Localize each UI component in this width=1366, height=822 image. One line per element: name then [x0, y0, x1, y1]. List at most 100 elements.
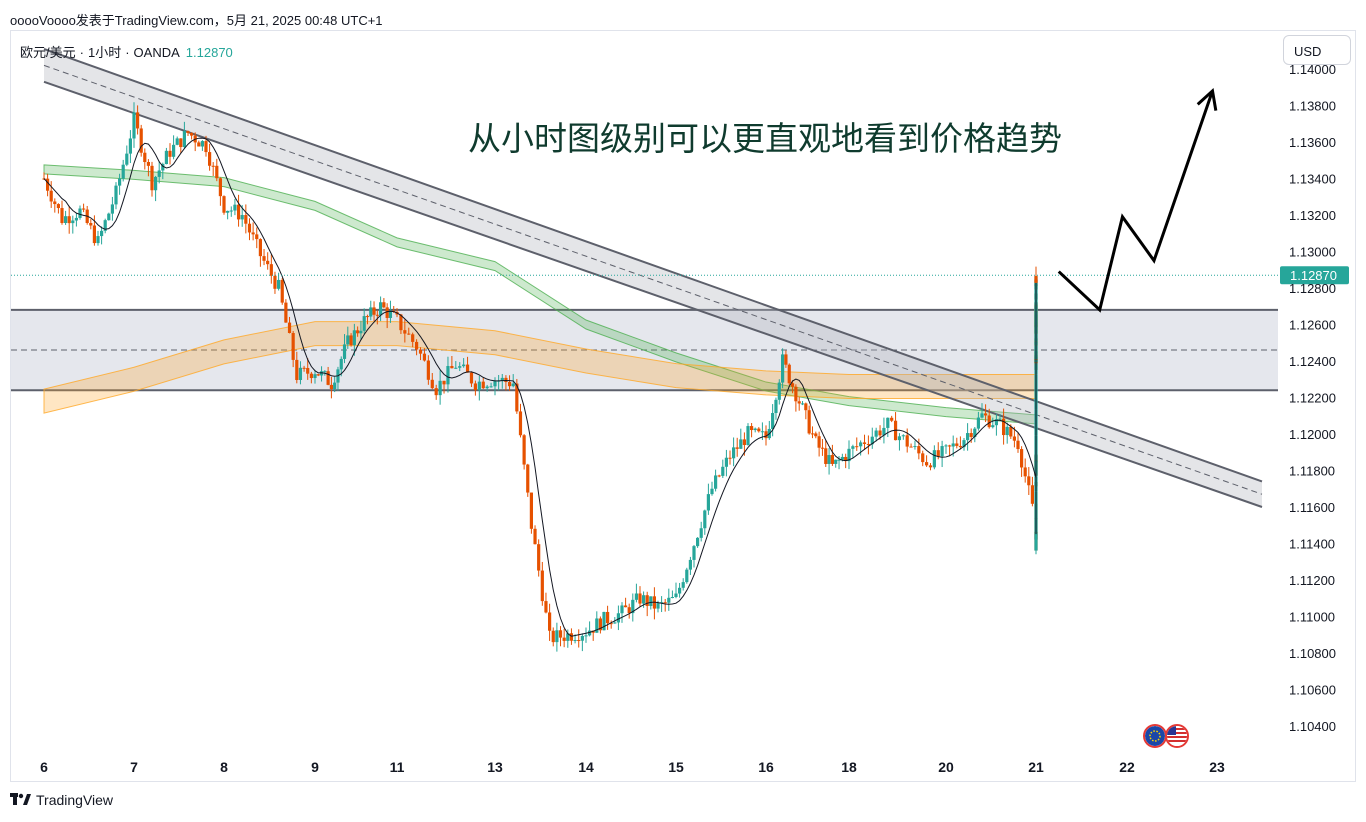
descending-channel-layer	[43, 47, 1263, 508]
candle-body	[403, 330, 407, 334]
time-tick-label: 13	[487, 759, 503, 775]
channel-mid-line	[43, 64, 1263, 495]
candle-body	[489, 386, 493, 388]
candle-body	[613, 622, 617, 624]
candle-body	[522, 435, 526, 465]
candle-body	[107, 213, 111, 221]
candle-body	[753, 428, 757, 431]
candle-body	[114, 185, 118, 205]
candle-body	[526, 464, 530, 493]
candle-body	[529, 492, 533, 529]
candle-body	[928, 465, 933, 468]
candle-body	[804, 403, 808, 411]
candle-body	[125, 153, 129, 165]
candle-body	[663, 602, 667, 604]
candle-body	[787, 364, 791, 384]
candle-body	[685, 569, 689, 583]
candle-body	[717, 475, 721, 477]
candle-body	[584, 635, 588, 637]
candle-body	[847, 448, 851, 462]
candle-body	[411, 334, 415, 342]
candle-body	[609, 623, 613, 625]
time-tick-label: 23	[1209, 759, 1225, 775]
candle-body	[624, 605, 628, 608]
time-tick-label: 15	[668, 759, 684, 775]
candle-body	[430, 379, 434, 389]
currency-button[interactable]: USD	[1283, 35, 1351, 65]
candle-body	[548, 612, 552, 631]
candle-body	[656, 603, 660, 609]
price-axis[interactable]: 1.12870 1.14000 1.13800 1.13600 1.13400 1.132…	[1280, 62, 1349, 734]
candle-body	[369, 307, 373, 317]
candle-body	[215, 165, 219, 179]
candle-body	[984, 413, 988, 416]
candle-body	[882, 427, 886, 436]
candle-body	[577, 640, 581, 642]
us-flag-icon[interactable]	[1165, 724, 1189, 748]
candle-body	[800, 403, 805, 405]
candle-body	[870, 436, 874, 445]
candle-body	[450, 366, 454, 369]
time-tick-label: 14	[578, 759, 594, 775]
channel-lower-line	[43, 80, 1263, 508]
candle-body	[273, 275, 277, 289]
candle-body	[136, 112, 140, 129]
candle-body	[602, 611, 606, 631]
candle-body	[143, 152, 147, 163]
candle-body	[1027, 476, 1031, 486]
candle-body	[807, 410, 811, 434]
time-tick-label: 9	[311, 759, 319, 775]
candle-body	[551, 630, 555, 643]
candle-body	[485, 386, 489, 389]
last-price-badge	[1280, 266, 1349, 285]
candle-body	[64, 216, 68, 224]
candle-body	[284, 302, 288, 323]
candle-body	[774, 399, 778, 414]
candle-body	[365, 316, 370, 318]
candle-body	[200, 141, 204, 147]
candle-body	[706, 494, 710, 511]
candle-body	[382, 302, 386, 308]
candle-body	[688, 559, 692, 570]
chart-panel[interactable]	[10, 30, 1356, 782]
candle-body	[555, 630, 559, 643]
candle-body	[399, 314, 403, 331]
candle-body	[56, 204, 60, 209]
time-tick-label: 6	[40, 759, 48, 775]
chart-annotation: 从小时图级别可以更直观地看到价格趋势	[468, 119, 1062, 158]
candle-body	[1005, 426, 1009, 436]
candle-body	[692, 546, 696, 560]
candle-body	[168, 150, 172, 157]
candle-body	[266, 260, 270, 265]
candle-body	[132, 112, 136, 139]
candle-body	[958, 445, 962, 448]
candle-body	[616, 613, 620, 623]
candle-body	[161, 164, 165, 171]
candle-body	[562, 637, 566, 641]
candle-body	[969, 433, 973, 437]
candle-body	[96, 236, 100, 244]
event-flags[interactable]	[1143, 724, 1189, 748]
candle-body	[760, 431, 764, 433]
candle-body	[746, 426, 750, 446]
candle-body	[323, 371, 327, 373]
symbol-legend[interactable]: 欧元/美元 · 1小时 · OANDA 1.12870	[20, 45, 233, 60]
time-axis[interactable]: 6 7 8 9 11 13 14 15 16 18 20 21 22 23	[40, 759, 1225, 775]
candle-body	[333, 382, 337, 390]
candle-body	[897, 436, 902, 441]
candle-body	[955, 443, 959, 446]
footer-brand[interactable]: TradingView	[10, 792, 113, 808]
candle-body	[1030, 485, 1034, 504]
candle-body	[407, 333, 411, 335]
eu-flag-icon[interactable]	[1143, 724, 1167, 748]
candle-body	[649, 596, 653, 607]
candle-body	[164, 150, 168, 165]
candle-body	[255, 234, 259, 240]
candle-body	[921, 453, 925, 463]
candle-body	[750, 426, 754, 431]
candle-body	[269, 264, 273, 276]
last-price-label: 1.12870	[1290, 268, 1337, 283]
price-tick-label: 1.11800	[1289, 464, 1335, 479]
candle-body	[515, 383, 519, 412]
